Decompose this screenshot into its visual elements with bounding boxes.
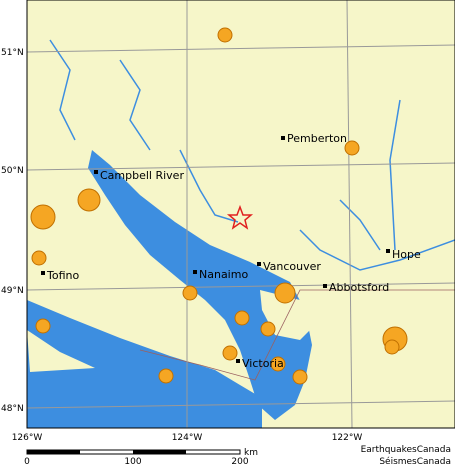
credit: SéismesCanada bbox=[379, 456, 451, 467]
scale-bar: 0 100 200 km bbox=[24, 448, 258, 467]
rivers bbox=[49, 39, 455, 271]
earthquake bbox=[222, 345, 238, 361]
earthquake bbox=[260, 321, 276, 337]
border bbox=[139, 289, 455, 381]
river bbox=[119, 59, 151, 151]
river bbox=[389, 99, 401, 251]
map-frame bbox=[26, 0, 455, 429]
city-label: Campbell River bbox=[100, 169, 184, 182]
river bbox=[339, 199, 381, 251]
city-label: Vancouver bbox=[263, 260, 321, 273]
city-label: Nanaimo bbox=[199, 268, 248, 281]
river bbox=[49, 39, 76, 141]
longitude-label: 124°W bbox=[172, 433, 203, 443]
earthquakes bbox=[30, 27, 408, 385]
event-star bbox=[226, 204, 254, 230]
earthquake bbox=[344, 140, 360, 156]
scale-label: 0 bbox=[24, 457, 30, 467]
city-label: Tofino bbox=[46, 269, 79, 282]
city-marker bbox=[193, 270, 197, 274]
scale-segment bbox=[27, 450, 80, 454]
earthquake bbox=[292, 369, 308, 385]
latitude-label: 48°N bbox=[1, 404, 24, 414]
scale-segment bbox=[133, 450, 186, 454]
longitude-label: 122°W bbox=[332, 433, 363, 443]
city-marker bbox=[236, 359, 240, 363]
earthquake bbox=[217, 27, 233, 43]
pacific-ocean bbox=[27, 300, 262, 428]
scale-label: 200 bbox=[231, 457, 248, 467]
earthquake bbox=[270, 356, 286, 372]
strait-of-georgia bbox=[88, 150, 312, 420]
earthquake bbox=[77, 188, 101, 212]
cities: Pemberton Campbell River Tofino Nanaimo … bbox=[41, 132, 421, 370]
city-label: Victoria bbox=[242, 357, 284, 370]
earthquake bbox=[31, 250, 47, 266]
city-label: Hope bbox=[392, 248, 421, 261]
city-marker bbox=[281, 136, 285, 140]
city-marker bbox=[323, 284, 327, 288]
coast-land bbox=[27, 330, 95, 372]
earthquake bbox=[234, 310, 250, 326]
earthquake bbox=[384, 339, 400, 355]
grid-line bbox=[26, 282, 455, 291]
grid-line bbox=[26, 44, 455, 53]
earthquake bbox=[158, 368, 174, 384]
grid-line bbox=[26, 162, 455, 171]
earthquake bbox=[274, 282, 296, 304]
scale-unit: km bbox=[244, 448, 258, 458]
graticule bbox=[26, 0, 455, 429]
grid-line bbox=[26, 400, 455, 409]
earthquake bbox=[35, 318, 51, 334]
river bbox=[179, 149, 239, 223]
city-marker bbox=[41, 271, 45, 275]
river bbox=[299, 229, 455, 271]
grid-line bbox=[346, 0, 353, 429]
latitude-label: 51°N bbox=[1, 48, 24, 58]
city-label: Pemberton bbox=[287, 132, 347, 145]
earthquake bbox=[30, 204, 56, 230]
earthquake bbox=[182, 285, 198, 301]
city-marker bbox=[386, 249, 390, 253]
scale-label: 100 bbox=[124, 457, 141, 467]
longitude-label: 126°W bbox=[12, 433, 43, 443]
city-marker bbox=[94, 170, 98, 174]
latitude-label: 49°N bbox=[1, 286, 24, 296]
credit: EarthquakesCanada bbox=[361, 445, 451, 455]
latitude-label: 50°N bbox=[1, 166, 24, 176]
city-marker bbox=[257, 262, 261, 266]
city-label: Abbotsford bbox=[329, 281, 389, 294]
